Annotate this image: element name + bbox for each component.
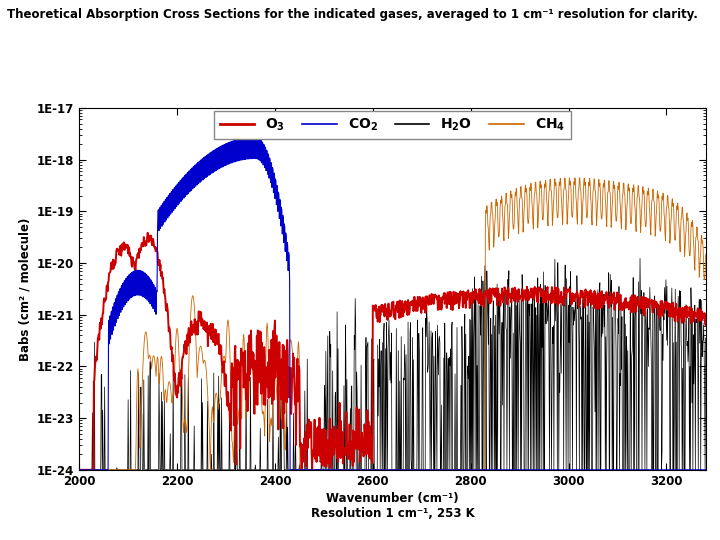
Y-axis label: Babs (cm² / molecule): Babs (cm² / molecule) — [19, 217, 32, 361]
Text: Theoretical Absorption Cross Sections for the indicated gases, averaged to 1 cm⁻: Theoretical Absorption Cross Sections fo… — [7, 8, 698, 21]
X-axis label: Wavenumber (cm⁻¹)
Resolution 1 cm⁻¹, 253 K: Wavenumber (cm⁻¹) Resolution 1 cm⁻¹, 253… — [310, 492, 474, 520]
Legend: $\mathbf{O_3}$, $\mathbf{CO_2}$, $\mathbf{H_2O}$, $\mathbf{CH_4}$: $\mathbf{O_3}$, $\mathbf{CO_2}$, $\mathb… — [214, 111, 571, 139]
